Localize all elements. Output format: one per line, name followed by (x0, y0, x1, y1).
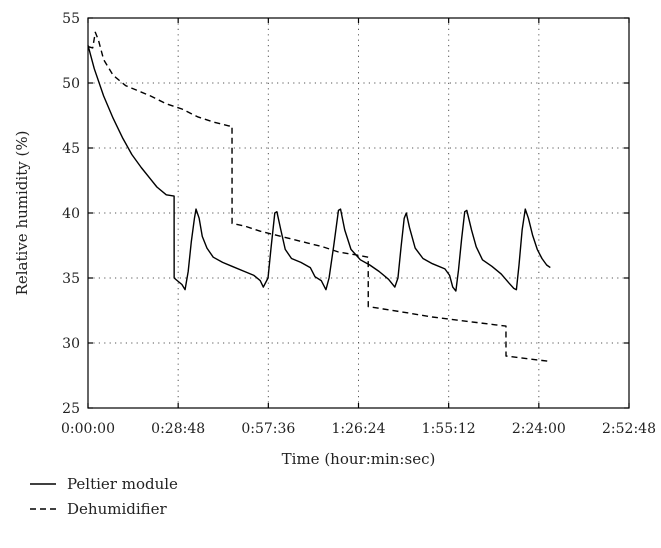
legend: Peltier module Dehumidifier (30, 475, 178, 518)
x-tick-label: 2:52:48 (602, 421, 656, 437)
series-layer (87, 31, 551, 362)
x-tick-label: 2:24:00 (512, 421, 566, 437)
series-line-1 (87, 45, 551, 292)
y-tick-label: 40 (62, 206, 80, 222)
tick-labels: 0:00:00 0:28:48 0:57:36 1:26:24 1:55:12 2:24:… (61, 11, 656, 437)
x-tick-label: 0:57:36 (241, 421, 295, 437)
x-tick-label: 0:28:48 (151, 421, 205, 437)
x-tick-label: 1:55:12 (422, 421, 476, 437)
series-line-2 (87, 31, 549, 362)
y-tick-label: 30 (62, 336, 80, 352)
y-tick-label: 45 (62, 141, 80, 157)
grid-lines (88, 18, 629, 408)
legend-label-1: Peltier module (67, 475, 178, 493)
y-tick-label: 55 (62, 11, 80, 27)
axis-ticks (87, 17, 630, 409)
x-tick-label: 1:26:24 (332, 421, 386, 437)
y-tick-label: 35 (62, 271, 80, 287)
legend-label-2: Dehumidifier (67, 500, 168, 518)
y-axis-title: Relative humidity (%) (13, 131, 31, 296)
x-tick-label: 0:00:00 (61, 421, 115, 437)
y-tick-label: 50 (62, 76, 80, 92)
x-axis-title: Time (hour:min:sec) (282, 450, 436, 468)
y-tick-label: 25 (62, 401, 80, 417)
